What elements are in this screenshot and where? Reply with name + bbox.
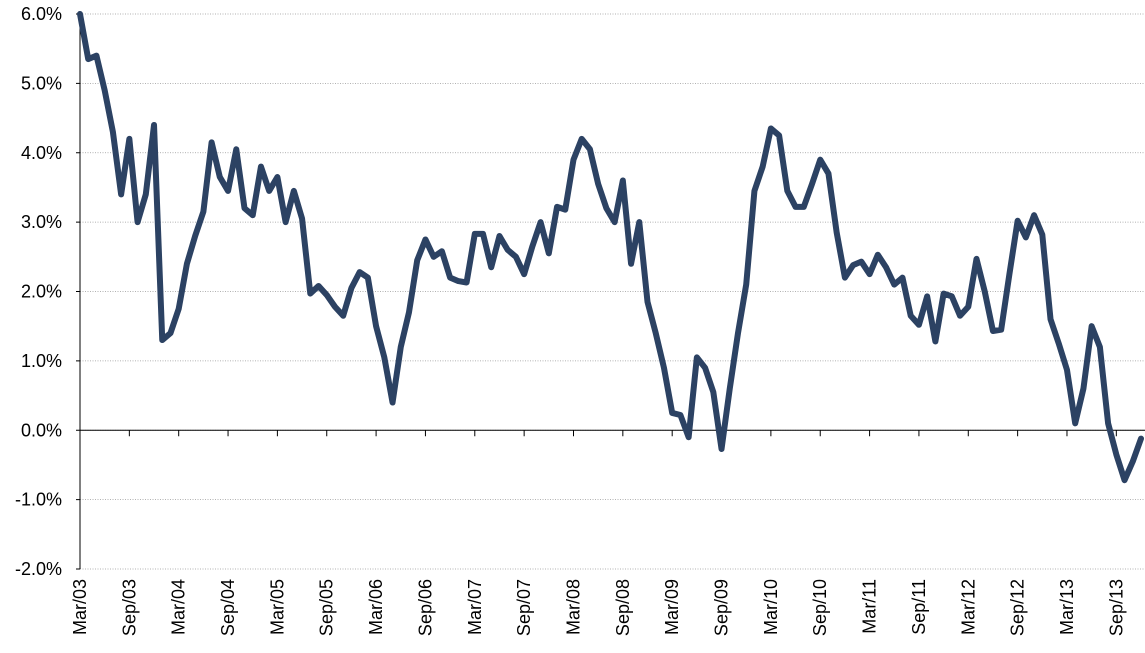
x-tick-label: Sep/05: [317, 579, 337, 636]
x-tick-label: Sep/04: [218, 579, 238, 636]
x-tick-label: Mar/07: [465, 579, 485, 635]
x-tick-label: Sep/03: [119, 579, 139, 636]
x-tick-label: Mar/09: [662, 579, 682, 635]
y-tick-label: 3.0%: [21, 212, 62, 232]
x-tick-label: Mar/12: [958, 579, 978, 635]
data-line: [77, 11, 1144, 484]
x-tick-label: Mar/04: [169, 579, 189, 635]
x-tick-label: Sep/12: [1008, 579, 1028, 636]
x-tick-label: Mar/06: [366, 579, 386, 635]
x-tick-label: Sep/13: [1106, 579, 1126, 636]
x-tick-label: Sep/09: [712, 579, 732, 636]
y-tick-label: 0.0%: [21, 420, 62, 440]
x-tick-label: Sep/06: [415, 579, 435, 636]
y-tick-label: 6.0%: [21, 4, 62, 24]
y-tick-label: -1.0%: [15, 490, 62, 510]
y-tick-label: 2.0%: [21, 282, 62, 302]
x-tick-label: Sep/07: [514, 579, 534, 636]
x-tick-label: Sep/08: [613, 579, 633, 636]
x-tick-label: Mar/10: [761, 579, 781, 635]
y-tick-label: 5.0%: [21, 73, 62, 93]
x-tick-label: Mar/11: [860, 579, 880, 634]
y-tick-label: -2.0%: [15, 559, 62, 579]
x-tick-label: Mar/08: [563, 579, 583, 635]
x-tick-label: Sep/10: [810, 579, 830, 636]
x-tick-label: Mar/05: [267, 579, 287, 635]
x-tick-label: Mar/13: [1057, 579, 1077, 635]
y-tick-label: 4.0%: [21, 143, 62, 163]
y-tick-label: 1.0%: [21, 351, 62, 371]
x-tick-label: Sep/11: [909, 579, 929, 635]
x-tick-label: Mar/03: [70, 579, 90, 635]
